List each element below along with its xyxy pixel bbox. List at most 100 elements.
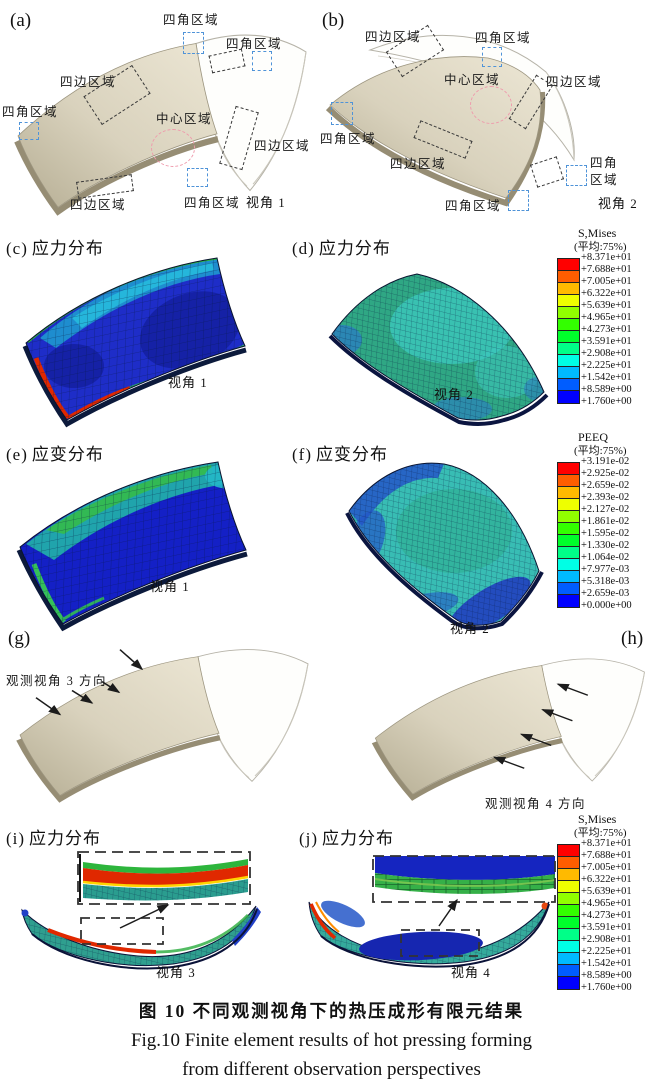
legend-peeq: PEEQ (平均:75%) +3.191e-02 +2.925e-02 +2.659…: [553, 430, 663, 632]
label-edge-region: 四边区域: [70, 198, 127, 212]
colorbar-band: [558, 905, 579, 917]
shell-3d-view3: [16, 649, 309, 803]
view-label: 视角 1: [168, 375, 208, 390]
corner-region-box: [183, 32, 204, 54]
label-edge-region: 四边区域: [546, 75, 603, 89]
colorbar-band: [558, 391, 579, 403]
panel-e: (e) 应变分布 视角 1: [0, 430, 290, 632]
view-direction-label: 观测视角 3 方向: [6, 674, 108, 688]
legend-colorbar: [557, 844, 580, 990]
caption-line-zh: 图 10 不同观测视角下的热压成形有限元结果: [138, 1001, 525, 1021]
label-corner-region: 四角区域: [184, 196, 241, 210]
label-corner-region: 四角区域: [226, 37, 283, 51]
panel-c-title: (c) 应力分布: [6, 239, 104, 258]
label-corner-region: 四角区域: [163, 13, 220, 27]
view-direction-arrows: [492, 683, 589, 769]
ghost-outline: [197, 649, 309, 782]
contour-layers: [349, 463, 539, 626]
colorbar-band: [558, 535, 579, 547]
label-corner-region: 四角区域: [320, 132, 377, 146]
corner-region-box: [19, 122, 39, 140]
legend-subtitle: (平均:75%): [574, 241, 627, 253]
label-corner-region: 区域: [590, 173, 619, 187]
label-corner-region: 四角区域: [2, 105, 59, 119]
panel-d-title: (d) 应力分布: [292, 239, 391, 258]
colorbar-band: [558, 355, 579, 367]
colorbar-band: [558, 881, 579, 893]
panel-h: (h) 观测视角 4 方向: [333, 622, 663, 811]
legend-title: S,Mises: [578, 226, 617, 240]
colorbar-band: [558, 367, 579, 379]
legend-mises-2: S,Mises (平均:75%) +8.371e+01 +7.688e+01 +7.…: [553, 812, 663, 1014]
corner-region-box: [331, 102, 353, 125]
view-label: 视角 2: [450, 621, 490, 636]
colorbar-band: [558, 307, 579, 319]
fea-mesh-stress-view3: [21, 851, 261, 970]
panel-f-title: (f) 应变分布: [292, 445, 388, 464]
label-center-region: 中心区域: [156, 112, 213, 126]
legend-colorbar: [557, 462, 580, 608]
panel-d: (d) 应力分布 视角 2: [288, 226, 556, 430]
panel-h-tag: (h): [621, 628, 644, 649]
panel-j-title: (j) 应力分布: [299, 829, 395, 848]
colorbar-band: [558, 583, 579, 595]
colorbar-band: [558, 869, 579, 881]
contour-layers: [20, 462, 246, 624]
colorbar-band: [558, 379, 579, 391]
colorbar-band: [558, 857, 579, 869]
colorbar-band: [558, 559, 579, 571]
corner-region-box: [566, 165, 587, 186]
ghost-outline: [541, 658, 646, 782]
view-label: 视角 1: [150, 579, 190, 594]
legend-mises-1: S,Mises (平均:75%) +8.371e+01 +7.688e+01 +7.…: [553, 226, 663, 428]
panel-e-title: (e) 应变分布: [6, 445, 104, 464]
corner-region-box: [508, 190, 529, 211]
colorbar-band: [558, 499, 579, 511]
panel-j: (j) 应力分布 视角 4: [295, 812, 557, 1004]
label-corner-region: 四角区域: [475, 31, 532, 45]
fea-mesh-stress-view4: [308, 855, 556, 968]
panel-i: (i) 应力分布 视角 3: [0, 812, 292, 1004]
label-edge-region: 四边区域: [254, 139, 311, 153]
colorbar-band: [558, 929, 579, 941]
fea-mesh-strain-view1: [16, 461, 248, 632]
legend-values: +3.191e-02 +2.925e-02 +2.659e-02 +2.393e-02…: [581, 456, 632, 611]
corner-region-box: [482, 47, 502, 67]
colorbar-band: [558, 487, 579, 499]
caption-line-en-2: from different observation perspectives: [182, 1059, 481, 1080]
colorbar-band: [558, 283, 579, 295]
solid-shell: [16, 656, 221, 803]
colorbar-band: [558, 953, 579, 965]
shell-group: [371, 658, 646, 801]
legend-subtitle: (平均:75%): [574, 445, 627, 457]
colorbar-band: [558, 511, 579, 523]
view-direction-label: 观测视角 4 方向: [485, 797, 587, 811]
caption-line-en-1: Fig.10 Finite element results of hot pre…: [130, 1030, 533, 1051]
shell-3d-view1: [14, 34, 307, 216]
zoom-inset: [372, 855, 556, 903]
colorbar-band: [558, 259, 579, 271]
colorbar-band: [558, 271, 579, 283]
colorbar-band: [558, 331, 579, 343]
corner-region-box: [187, 168, 208, 187]
view-label: 视角 3: [156, 965, 196, 980]
legend-subtitle: (平均:75%): [574, 827, 627, 839]
colorbar-band: [558, 571, 579, 583]
colorbar-band: [558, 547, 579, 559]
colorbar-band: [558, 523, 579, 535]
panel-f: (f) 应变分布 视角 2: [288, 430, 556, 636]
colorbar-band: [558, 319, 579, 331]
fea-mesh-stress-view1: [22, 257, 247, 428]
colorbar-band: [558, 595, 579, 607]
panel-g: (g) 观测视角 3 方向: [0, 622, 332, 810]
legend-title: S,Mises: [578, 812, 617, 826]
panel-a: (a) 四角区域 四角区域 四边区域 四角区域 中心区域 四边区域 四边区域 四…: [0, 0, 330, 226]
solid-shell: [371, 665, 563, 801]
view-label: 视角 1: [246, 195, 286, 210]
panel-i-title: (i) 应力分布: [6, 829, 102, 848]
center-region-circle: [470, 86, 512, 124]
shell-3d-view4: [371, 658, 646, 801]
detail-region-box: [400, 929, 480, 957]
shell-side-view: [308, 900, 550, 968]
